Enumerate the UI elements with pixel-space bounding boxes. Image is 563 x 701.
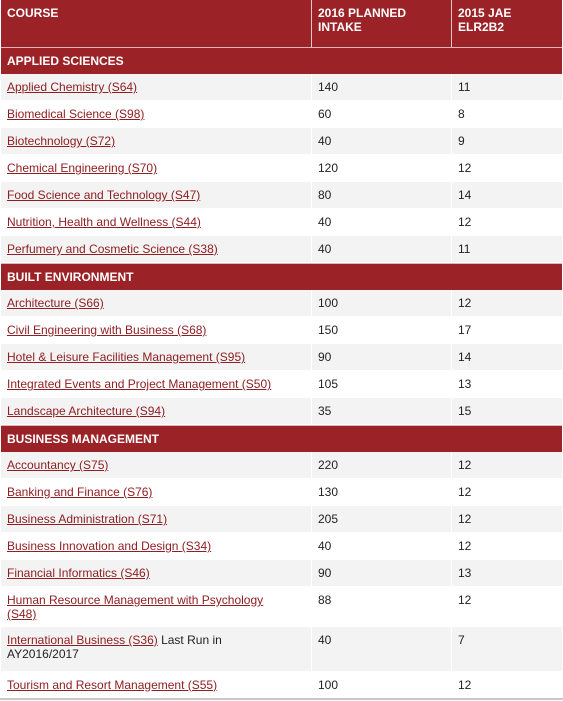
table-bottom-border	[0, 698, 563, 700]
table-row: Human Resource Management with Psycholog…	[1, 587, 562, 627]
intake-value: 105	[311, 371, 451, 397]
elr2b2-value: 12	[451, 587, 562, 626]
table-row: Accountancy (S75) 220 12	[1, 452, 562, 479]
elr2b2-value: 17	[451, 317, 562, 343]
course-link[interactable]: Business Administration (S71)	[7, 512, 168, 526]
intake-value: 40	[311, 209, 451, 235]
intake-value: 88	[311, 587, 451, 626]
table-row: Nutrition, Health and Wellness (S44) 40 …	[1, 209, 562, 236]
elr2b2-value: 12	[451, 672, 562, 697]
table-row: Banking and Finance (S76) 130 12	[1, 479, 562, 506]
course-link[interactable]: Biomedical Science (S98)	[7, 107, 145, 121]
table-row: Applied Chemistry (S64) 140 11	[1, 74, 562, 101]
intake-value: 60	[311, 101, 451, 127]
intake-value: 220	[311, 452, 451, 478]
header-course: COURSE	[7, 6, 59, 20]
table-row: Biotechnology (S72) 40 9	[1, 128, 562, 155]
course-link[interactable]: Biotechnology (S72)	[7, 134, 116, 148]
elr2b2-value: 12	[451, 479, 562, 505]
course-link[interactable]: Chemical Engineering (S70)	[7, 161, 158, 175]
elr2b2-value: 12	[451, 290, 562, 316]
elr2b2-value: 14	[451, 182, 562, 208]
course-link[interactable]: Accountancy (S75)	[7, 458, 109, 472]
intake-value: 35	[311, 398, 451, 424]
intake-value: 40	[311, 627, 451, 671]
header-planned-intake: 2016 PLANNED INTAKE	[311, 0, 451, 47]
table-row: International Business (S36) Last Run in…	[1, 627, 562, 672]
course-link[interactable]: Tourism and Resort Management (S55)	[7, 677, 218, 692]
intake-value: 150	[311, 317, 451, 343]
table-row: Food Science and Technology (S47) 80 14	[1, 182, 562, 209]
course-link[interactable]: Human Resource Management with Psycholog…	[7, 593, 264, 621]
elr2b2-value: 12	[451, 209, 562, 235]
section-applied-sciences: APPLIED SCIENCES	[1, 47, 562, 74]
table-row: Civil Engineering with Business (S68) 15…	[1, 317, 562, 344]
intake-value: 80	[311, 182, 451, 208]
intake-value: 205	[311, 506, 451, 532]
section-built-environment: BUILT ENVIRONMENT	[1, 263, 562, 290]
elr2b2-value: 7	[451, 627, 562, 671]
course-note: Last Run in AY2016/2017	[7, 633, 222, 661]
elr2b2-value: 8	[451, 101, 562, 127]
course-link[interactable]: Integrated Events and Project Management…	[7, 377, 272, 391]
section-title: BUSINESS MANAGEMENT	[7, 432, 160, 446]
table-row: Financial Informatics (S46) 90 13	[1, 560, 562, 587]
elr2b2-value: 14	[451, 344, 562, 370]
intake-value: 90	[311, 560, 451, 586]
table-row: Business Innovation and Design (S34) 40 …	[1, 533, 562, 560]
elr2b2-value: 15	[451, 398, 562, 424]
intake-value: 40	[311, 128, 451, 154]
course-link[interactable]: Food Science and Technology (S47)	[7, 188, 201, 202]
course-link[interactable]: Nutrition, Health and Wellness (S44)	[7, 215, 201, 229]
elr2b2-value: 13	[451, 560, 562, 586]
course-link[interactable]: Banking and Finance (S76)	[7, 485, 153, 499]
intake-value: 100	[311, 290, 451, 316]
elr2b2-value: 12	[451, 155, 562, 181]
table-row: Chemical Engineering (S70) 120 12	[1, 155, 562, 182]
table-row: Business Administration (S71) 205 12	[1, 506, 562, 533]
course-link[interactable]: International Business (S36)	[7, 633, 158, 647]
course-link[interactable]: Perfumery and Cosmetic Science (S38)	[7, 242, 218, 256]
table-row: Architecture (S66) 100 12	[1, 290, 562, 317]
table-header: COURSE 2016 PLANNED INTAKE 2015 JAE ELR2…	[1, 0, 562, 47]
section-business-management: BUSINESS MANAGEMENT	[1, 425, 562, 452]
elr2b2-value: 12	[451, 506, 562, 532]
section-title: APPLIED SCIENCES	[7, 54, 124, 68]
intake-value: 130	[311, 479, 451, 505]
header-elr2b2: 2015 JAE ELR2B2	[451, 0, 562, 47]
course-link[interactable]: Business Innovation and Design (S34)	[7, 539, 212, 553]
intake-value: 120	[311, 155, 451, 181]
table-row: Hotel & Leisure Facilities Management (S…	[1, 344, 562, 371]
course-link[interactable]: Architecture (S66)	[7, 296, 104, 310]
intake-value: 100	[311, 672, 451, 697]
course-link[interactable]: Civil Engineering with Business (S68)	[7, 323, 207, 337]
elr2b2-value: 12	[451, 452, 562, 478]
intake-value: 40	[311, 236, 451, 262]
elr2b2-value: 11	[451, 236, 562, 262]
table-row: Integrated Events and Project Management…	[1, 371, 562, 398]
course-link[interactable]: Hotel & Leisure Facilities Management (S…	[7, 350, 246, 364]
table-row: Perfumery and Cosmetic Science (S38) 40 …	[1, 236, 562, 263]
intake-value: 140	[311, 74, 451, 100]
table-row: Landscape Architecture (S94) 35 15	[1, 398, 562, 425]
elr2b2-value: 9	[451, 128, 562, 154]
intake-value: 90	[311, 344, 451, 370]
section-title: BUILT ENVIRONMENT	[7, 270, 134, 284]
course-link[interactable]: Financial Informatics (S46)	[7, 566, 150, 580]
intake-value: 40	[311, 533, 451, 559]
course-link[interactable]: Applied Chemistry (S64)	[7, 80, 138, 94]
course-link[interactable]: Landscape Architecture (S94)	[7, 404, 166, 418]
elr2b2-value: 13	[451, 371, 562, 397]
table-row: Biomedical Science (S98) 60 8	[1, 101, 562, 128]
elr2b2-value: 12	[451, 533, 562, 559]
table-row: Tourism and Resort Management (S55) 100 …	[1, 672, 562, 698]
elr2b2-value: 11	[451, 74, 562, 100]
